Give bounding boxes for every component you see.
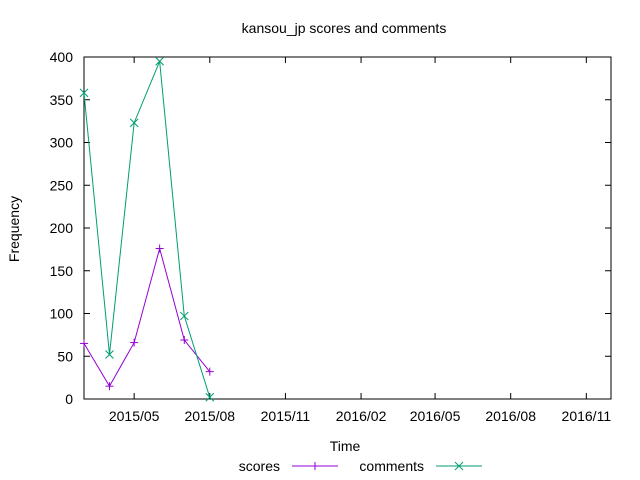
x-tick-label: 2015/11 — [261, 408, 311, 424]
comments-point — [155, 56, 164, 66]
x-axis-label: Time — [330, 438, 361, 454]
x-tick-label: 2015/05 — [109, 408, 160, 424]
y-tick-label: 250 — [50, 177, 74, 193]
y-tick-label: 400 — [50, 49, 74, 65]
plot-frame — [83, 56, 612, 400]
scores-line — [83, 246, 211, 388]
series-layer — [79, 56, 215, 402]
chart-title: kansou_jp scores and comments — [242, 20, 447, 36]
y-tick-label: 100 — [50, 306, 74, 322]
x-axis: 2015/05 2015/08 2015/11 2016/02 2016/05 2016/… — [109, 57, 611, 424]
x-tick-label: 2015/08 — [184, 408, 235, 424]
comments-line — [83, 61, 211, 398]
legend-label-scores: scores — [239, 458, 280, 474]
comments-point — [79, 88, 89, 98]
comments-point — [179, 311, 189, 321]
y-tick-label: 300 — [50, 135, 74, 151]
x-tick-label: 2016/08 — [485, 408, 536, 424]
y-axis-label: Frequency — [6, 196, 22, 262]
y-tick-label: 350 — [50, 92, 74, 108]
y-tick-label: 200 — [50, 220, 74, 236]
x-tick-label: 2016/02 — [336, 408, 387, 424]
series-comments — [79, 56, 215, 402]
y-tick-label: 50 — [57, 348, 73, 364]
y-tick-label: 0 — [65, 391, 73, 407]
y-tick-label: 150 — [50, 263, 74, 279]
legend: scores comments — [239, 458, 482, 474]
comments-point — [105, 350, 114, 359]
legend-label-comments: comments — [359, 458, 424, 474]
y-axis: 0 50 100 150 200 250 300 350 400 — [50, 49, 611, 407]
comments-point — [205, 392, 215, 402]
legend-marker-comments — [454, 461, 464, 471]
x-tick-label: 2016/05 — [410, 408, 461, 424]
x-tick-label: 2016/11 — [562, 408, 612, 424]
comments-point — [129, 118, 139, 128]
series-scores — [80, 244, 214, 391]
